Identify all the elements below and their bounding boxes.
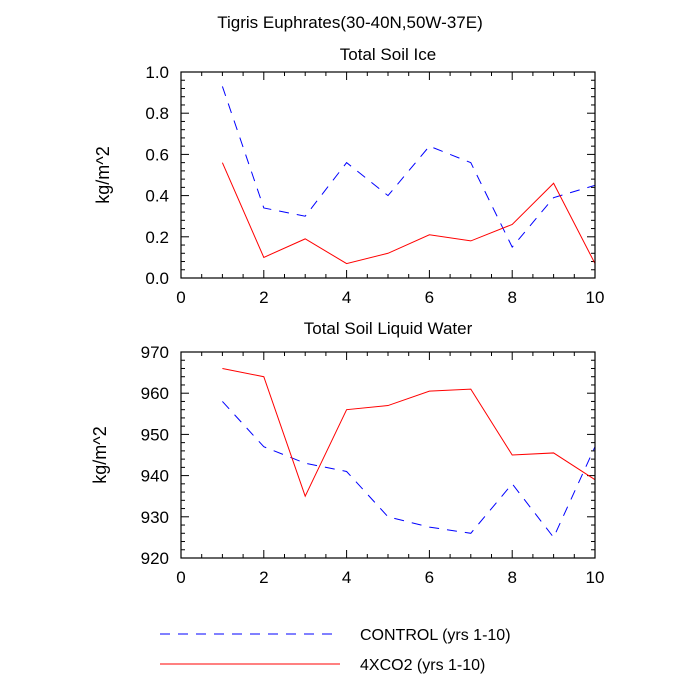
x-tick-label: 10 (586, 568, 605, 587)
x-tick-label: 8 (507, 568, 516, 587)
panel-title: Total Soil Ice (340, 45, 436, 64)
y-tick-label: 920 (141, 549, 169, 568)
y-tick-label: 930 (141, 508, 169, 527)
y-tick-label: 0.6 (145, 145, 169, 164)
plot-frame (180, 351, 596, 559)
figure-title: Tigris Euphrates(30-40N,50W-37E) (217, 13, 483, 32)
y-tick-label: 0.2 (145, 228, 169, 247)
panel-soil-liquid-water: Total Soil Liquid Water kg/m^2 0 2 4 6 8 10 92… (90, 319, 604, 587)
legend-control-label: CONTROL (yrs 1-10) (360, 627, 511, 644)
y-tick-label: 970 (141, 343, 169, 362)
x-tick-label: 6 (425, 568, 434, 587)
panel-soil-ice: Total Soil Ice kg/m^2 0 2 4 6 8 10 0.0 0.2 0.4 0.… (93, 45, 604, 307)
x-tick-label: 8 (507, 288, 516, 307)
co2-series-line (221, 162, 596, 265)
x-tick-label: 4 (342, 568, 351, 587)
y-tick-label: 950 (141, 425, 169, 444)
y-tick-label: 0.8 (145, 104, 169, 123)
x-tick-label: 2 (259, 288, 268, 307)
y-tick-label: 0.4 (145, 187, 169, 206)
y-tick-label: 1.0 (145, 63, 169, 82)
control-series-line (222, 401, 596, 539)
x-tick-label: 0 (176, 288, 185, 307)
x-tick-label: 2 (259, 568, 268, 587)
x-tick-label: 10 (586, 288, 605, 307)
plot-frame (180, 71, 596, 279)
legend: CONTROL (yrs 1-10) 4XCO2 (yrs 1-10) (160, 627, 511, 674)
y-tick-label: 960 (141, 384, 169, 403)
x-tick-label: 4 (342, 288, 351, 307)
y-axis-label: kg/m^2 (93, 146, 113, 203)
legend-co2-label: 4XCO2 (yrs 1-10) (360, 657, 485, 674)
y-tick-label: 940 (141, 467, 169, 486)
x-tick-label: 6 (425, 288, 434, 307)
x-tick-label: 0 (176, 568, 185, 587)
panel-title: Total Soil Liquid Water (304, 319, 473, 338)
co2-series-line (222, 367, 596, 498)
y-tick-label: 0.0 (145, 269, 169, 288)
y-axis-label: kg/m^2 (90, 426, 110, 483)
control-series-line (221, 86, 596, 249)
